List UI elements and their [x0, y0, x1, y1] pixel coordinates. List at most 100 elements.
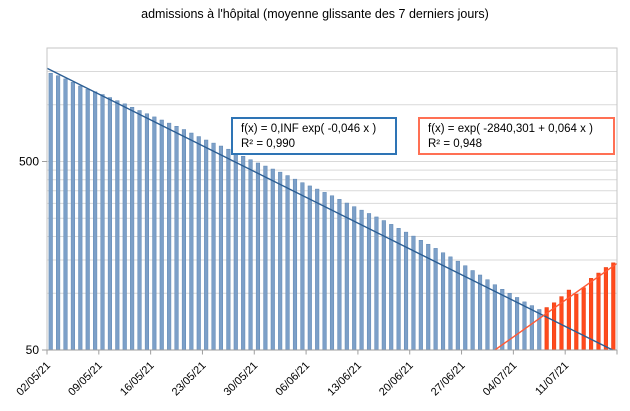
bar-blue-declining-day10: [122, 103, 127, 351]
x-axis-label-4: 30/05/21: [222, 360, 261, 399]
bar-blue-declining-day12: [137, 110, 142, 351]
bar-blue-declining-day32: [285, 175, 290, 351]
bar-blue-declining-day49: [411, 235, 416, 351]
bar-blue-declining-day36: [315, 188, 320, 351]
series-blue-declining: [48, 72, 542, 351]
red-fit-annotation: f(x) = exp( -2840,301 + 0,064 x ) R² = 0…: [418, 117, 615, 155]
bar-blue-declining-day64: [522, 301, 527, 351]
bar-blue-declining-day40: [344, 202, 349, 351]
bar-blue-declining-day66: [537, 309, 542, 351]
bar-blue-declining-day29: [263, 165, 268, 351]
y-axis-label-50: 50: [26, 343, 40, 357]
bar-blue-declining-day47: [396, 228, 401, 351]
bar-blue-declining-day58: [478, 274, 483, 351]
bar-blue-declining-day24: [226, 148, 231, 351]
x-axis-labels: 02/05/21 09/05/21 16/05/21 23/05/21 30/05/21…: [14, 360, 571, 399]
x-axis-label-0: 02/05/21: [14, 360, 53, 399]
bar-blue-declining-day7: [100, 94, 105, 351]
bar-red-rising-day72: [581, 287, 586, 351]
blue-fit-annotation: f(x) = 0,INF exp( -0,046 x ) R² = 0,990: [231, 117, 397, 155]
bar-blue-declining-day5: [85, 88, 90, 351]
y-axis: 500 50: [19, 154, 47, 357]
bar-blue-declining-day6: [93, 91, 98, 351]
blue-exponential-fit-trendline: [46, 67, 613, 351]
bar-red-rising-day71: [574, 293, 579, 351]
bar-blue-declining-day41: [352, 206, 357, 351]
bar-blue-declining-day56: [463, 265, 468, 351]
bar-blue-declining-day31: [278, 171, 283, 351]
bar-blue-declining-day38: [329, 195, 335, 351]
x-axis-label-5: 06/06/21: [273, 360, 312, 399]
bar-blue-declining-day59: [485, 279, 490, 351]
bar-blue-declining-day0: [48, 72, 53, 351]
red-exponential-fit-trendline: [494, 262, 618, 351]
bar-blue-declining-day11: [130, 106, 135, 351]
bar-blue-declining-day39: [337, 199, 342, 351]
chart-title: admissions à l'hôpital (moyenne glissant…: [141, 7, 489, 21]
x-axis-label-6: 13/06/21: [325, 360, 364, 399]
bar-red-rising-day75: [603, 267, 608, 351]
bar-blue-declining-day25: [233, 152, 238, 351]
blue-fit-equation: f(x) = 0,INF exp( -0,046 x ): [241, 123, 377, 135]
x-axis: [43, 349, 618, 355]
y-axis-label-500: 500: [19, 154, 39, 168]
bar-red-rising-day68: [552, 302, 557, 351]
x-axis-label-10: 11/07/21: [533, 360, 571, 398]
bar-blue-declining-day4: [78, 85, 83, 351]
bar-blue-declining-day52: [433, 248, 438, 351]
bar-red-rising-day74: [596, 272, 601, 351]
red-fit-equation: f(x) = exp( -2840,301 + 0,064 x ): [428, 123, 593, 135]
bar-blue-declining-day13: [144, 113, 149, 351]
bar-blue-declining-day28: [255, 162, 261, 351]
bar-blue-declining-day37: [322, 192, 327, 351]
bar-blue-declining-day18: [181, 129, 186, 351]
bar-blue-declining-day16: [167, 122, 172, 351]
x-axis-label-3: 23/05/21: [170, 360, 209, 399]
x-axis-label-7: 20/06/21: [377, 360, 416, 399]
bar-blue-declining-day53: [440, 252, 446, 351]
bar-blue-declining-day60: [492, 284, 497, 351]
bar-blue-declining-day3: [70, 82, 75, 351]
bar-blue-declining-day62: [507, 293, 512, 351]
bar-blue-declining-day19: [189, 132, 194, 351]
bar-blue-declining-day30: [270, 168, 275, 351]
bar-blue-declining-day42: [359, 209, 364, 351]
bar-blue-declining-day44: [374, 216, 379, 351]
bar-blue-declining-day1: [56, 75, 61, 351]
blue-fit-r2: R² = 0,990: [241, 138, 296, 150]
x-axis-label-8: 27/06/21: [429, 360, 468, 399]
bar-blue-declining-day50: [418, 240, 423, 351]
bar-blue-declining-day45: [381, 220, 386, 351]
bar-blue-declining-day34: [300, 182, 305, 351]
x-axis-label-1: 09/05/21: [66, 360, 105, 399]
x-axis-label-9: 04/07/21: [481, 360, 520, 399]
x-axis-label-2: 16/05/21: [118, 360, 157, 399]
bar-blue-declining-day8: [107, 97, 112, 351]
bar-blue-declining-day54: [448, 256, 453, 351]
bar-blue-declining-day65: [529, 305, 534, 351]
red-fit-r2: R² = 0,948: [428, 138, 483, 150]
bar-blue-declining-day20: [196, 136, 201, 351]
bar-blue-declining-day14: [152, 116, 157, 351]
bar-blue-declining-day9: [115, 100, 120, 351]
bar-blue-declining-day23: [218, 145, 224, 351]
bar-blue-declining-day22: [211, 142, 216, 351]
bar-blue-declining-day63: [515, 297, 520, 351]
bar-blue-declining-day17: [174, 126, 179, 351]
bar-blue-declining-day51: [426, 243, 431, 351]
bar-blue-declining-day43: [366, 213, 372, 351]
bar-blue-declining-day33: [292, 178, 298, 351]
bar-blue-declining-day21: [204, 139, 209, 351]
bar-blue-declining-day2: [63, 78, 68, 351]
bar-red-rising-day76: [611, 262, 616, 351]
bar-blue-declining-day57: [470, 270, 475, 351]
bar-blue-declining-day27: [248, 159, 253, 351]
bar-blue-declining-day26: [241, 156, 246, 351]
bar-blue-declining-day35: [307, 185, 312, 351]
bar-blue-declining-day46: [389, 224, 394, 351]
bar-blue-declining-day15: [159, 119, 164, 351]
bar-blue-declining-day48: [403, 231, 409, 351]
bar-blue-declining-day61: [500, 289, 505, 351]
bar-blue-declining-day55: [455, 260, 460, 351]
